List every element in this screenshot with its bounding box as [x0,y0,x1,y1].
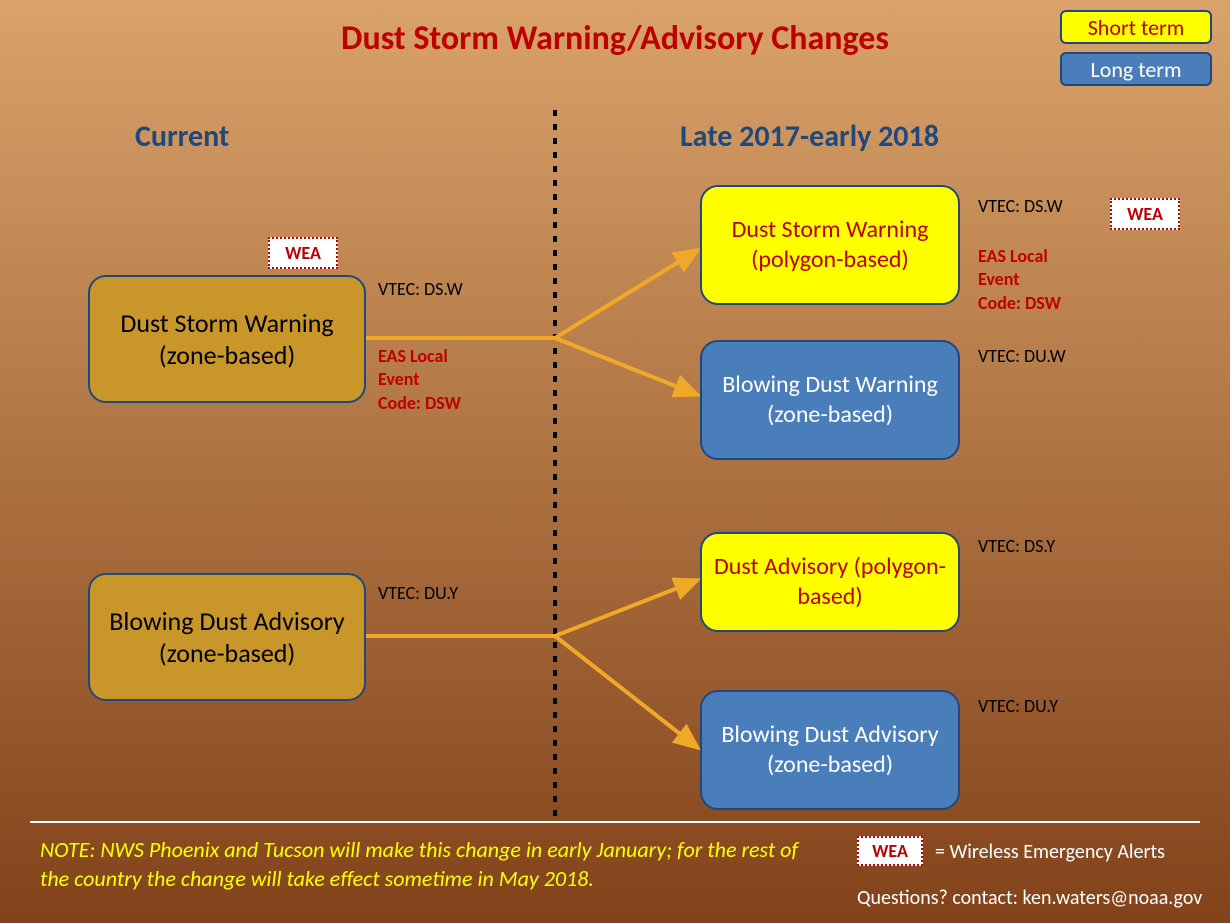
node-label: Dust Advisory (polygon-based) [712,552,948,612]
wea-tag-left: WEA [268,237,338,269]
footer-contact: Questions? contact: ken.waters@noaa.gov [857,886,1202,910]
arrow-group [366,250,698,748]
eas-right: EAS LocalEventCode: DSW [978,245,1061,315]
vtec-left-bda: VTEC: DU.Y [378,582,458,605]
wea-label: WEA [1127,203,1163,225]
vtec-right-dsw: VTEC: DS.W [978,195,1063,218]
vtec-right-bdw: VTEC: DU.W [978,345,1066,368]
footer-note: NOTE: NWS Phoenix and Tucson will make t… [40,836,815,893]
wea-tag-right: WEA [1110,198,1180,230]
wea-label: WEA [285,242,321,264]
node-label: Blowing Dust Advisory (zone-based) [712,720,948,780]
diagram-canvas: Dust Storm Warning/Advisory Changes Shor… [0,0,1230,923]
node-dust-storm-warning-new: Dust Storm Warning(polygon-based) [700,185,960,305]
node-label: Dust Storm Warning(zone-based) [120,307,333,372]
legend-long-term: Long term [1060,52,1212,86]
node-label: Dust Storm Warning(polygon-based) [732,215,929,275]
node-label: Blowing Dust Advisory (zone-based) [100,605,354,670]
vtec-right-da: VTEC: DS.Y [978,535,1055,558]
wea-legend-desc: = Wireless Emergency Alerts [935,840,1165,864]
vtec-right-bda: VTEC: DU.Y [978,695,1058,718]
node-dust-advisory-new: Dust Advisory (polygon-based) [700,532,960,632]
node-blowing-dust-warning-new: Blowing Dust Warning (zone-based) [700,340,960,460]
legend-short-term-label: Short term [1088,14,1185,41]
node-blowing-dust-advisory-current: Blowing Dust Advisory (zone-based) [88,573,366,701]
wea-legend-label: WEA [872,840,908,862]
heading-future: Late 2017-early 2018 [680,118,939,155]
page-title: Dust Storm Warning/Advisory Changes [0,18,1230,59]
legend-short-term: Short term [1060,10,1212,44]
node-label: Blowing Dust Warning (zone-based) [712,370,948,430]
eas-left: EAS LocalEventCode: DSW [378,345,461,415]
node-dust-storm-warning-current: Dust Storm Warning(zone-based) [88,275,366,403]
node-blowing-dust-advisory-new: Blowing Dust Advisory (zone-based) [700,690,960,810]
heading-current: Current [135,118,229,155]
vtec-left-dsw: VTEC: DS.W [378,278,463,301]
legend-long-term-label: Long term [1090,56,1181,83]
wea-legend-tag: WEA [857,836,923,866]
